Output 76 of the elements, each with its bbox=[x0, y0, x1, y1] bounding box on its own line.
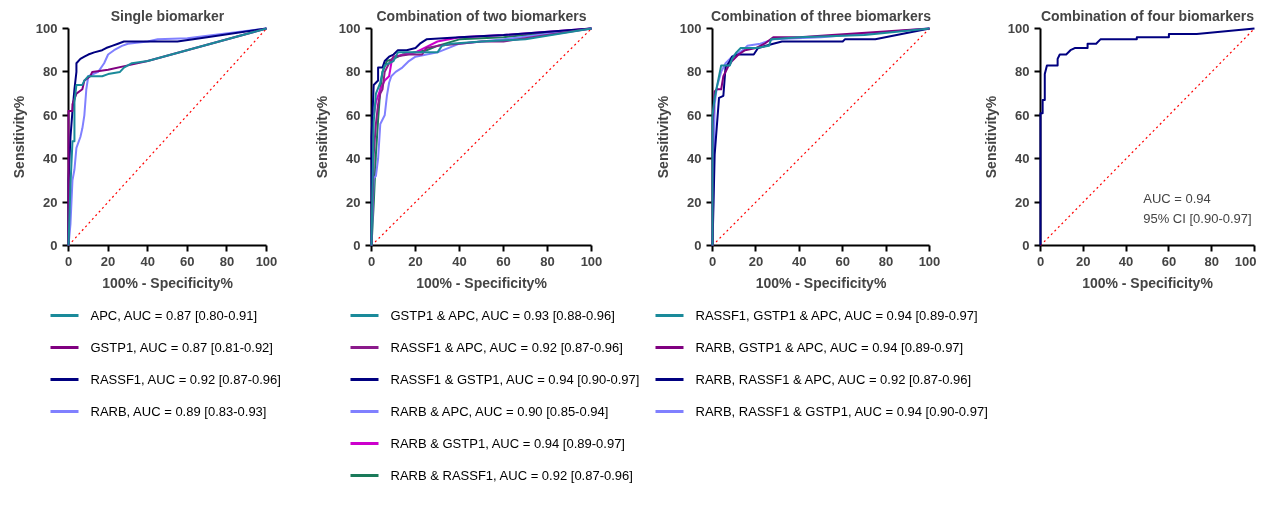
x-tick-label: 100 bbox=[255, 253, 278, 269]
y-tick-label: 60 bbox=[43, 107, 58, 123]
x-tick-label: 80 bbox=[1204, 253, 1219, 269]
legend-label: RARB & APC, AUC = 0.90 [0.85-0.94] bbox=[390, 404, 609, 419]
x-tick-label: 20 bbox=[408, 253, 423, 269]
chart-title: Combination of two biomarkers bbox=[376, 7, 587, 24]
legend-label: RASSF1, AUC = 0.92 [0.87-0.96] bbox=[90, 372, 281, 387]
annotation: AUC = 0.94 bbox=[1143, 191, 1211, 207]
y-axis-title: Sensitivity% bbox=[654, 95, 671, 179]
x-tick-label: 100 bbox=[580, 253, 603, 269]
y-tick-label: 40 bbox=[687, 151, 702, 167]
x-tick-label: 0 bbox=[708, 253, 717, 269]
x-tick-label: 40 bbox=[792, 253, 807, 269]
y-axis-title: Sensitivity% bbox=[982, 95, 999, 179]
x-tick-label: 20 bbox=[1076, 253, 1091, 269]
x-tick-label: 20 bbox=[100, 253, 116, 269]
x-tick-label: 40 bbox=[452, 253, 467, 269]
x-tick-label: 60 bbox=[496, 253, 511, 269]
y-axis-title: Sensitivity% bbox=[313, 95, 330, 179]
annotation: 95% CI [0.90-0.97] bbox=[1143, 210, 1252, 226]
legend-label: RARB, AUC = 0.89 [0.83-0.93] bbox=[90, 404, 267, 419]
x-tick-label: 0 bbox=[1036, 253, 1045, 269]
x-tick-label: 80 bbox=[878, 253, 894, 269]
y-tick-label: 40 bbox=[346, 151, 361, 167]
legend-label: RASSF1, GSTP1 & APC, AUC = 0.94 [0.89-0.97] bbox=[695, 308, 978, 323]
x-axis-title: 100% - Specificity% bbox=[102, 274, 234, 291]
legend-label: RARB, RASSF1 & APC, AUC = 0.92 [0.87-0.96] bbox=[695, 372, 972, 387]
x-axis-title: 100% - Specificity% bbox=[755, 274, 887, 291]
y-tick-label: 80 bbox=[687, 64, 702, 80]
y-tick-label: 0 bbox=[1022, 238, 1030, 253]
y-tick-label: 80 bbox=[1015, 64, 1030, 80]
y-tick-label: 80 bbox=[346, 64, 361, 80]
y-tick-label: 20 bbox=[346, 194, 361, 210]
x-tick-label: 80 bbox=[540, 253, 555, 269]
legend-label: GSTP1 & APC, AUC = 0.93 [0.88-0.96] bbox=[390, 308, 615, 323]
x-tick-label: 40 bbox=[140, 253, 155, 269]
x-tick-label: 60 bbox=[835, 253, 850, 269]
chart-title: Combination of three biomarkers bbox=[710, 7, 932, 24]
x-tick-label: 0 bbox=[367, 253, 376, 269]
y-tick-label: 20 bbox=[1015, 194, 1030, 210]
legend-label: RARB & GSTP1, AUC = 0.94 [0.89-0.97] bbox=[390, 436, 625, 451]
y-tick-label: 60 bbox=[346, 107, 361, 123]
y-tick-label: 100 bbox=[338, 21, 361, 36]
x-tick-label: 20 bbox=[748, 253, 764, 269]
x-tick-label: 60 bbox=[1161, 253, 1177, 269]
x-axis-title: 100% - Specificity% bbox=[416, 274, 548, 291]
chart-title: Combination of four biomarkers bbox=[1040, 7, 1255, 24]
y-tick-label: 40 bbox=[43, 151, 58, 167]
x-axis-title: 100% - Specificity% bbox=[1082, 274, 1214, 291]
y-tick-label: 60 bbox=[687, 107, 702, 123]
x-tick-label: 80 bbox=[219, 253, 235, 269]
y-tick-label: 20 bbox=[687, 194, 702, 210]
y-tick-label: 100 bbox=[35, 21, 58, 36]
x-tick-label: 60 bbox=[180, 253, 195, 269]
y-tick-label: 0 bbox=[353, 238, 361, 253]
legend-label: RARB, RASSF1 & GSTP1, AUC = 0.94 [0.90-0.97] bbox=[695, 404, 988, 419]
x-tick-label: 40 bbox=[1118, 253, 1134, 269]
x-tick-label: 0 bbox=[64, 253, 73, 269]
legend-label: RARB, GSTP1 & APC, AUC = 0.94 [0.89-0.97] bbox=[695, 340, 964, 355]
x-tick-label: 100 bbox=[1234, 253, 1257, 269]
y-tick-label: 0 bbox=[50, 238, 58, 253]
legend-label: RASSF1 & APC, AUC = 0.92 [0.87-0.96] bbox=[390, 340, 623, 355]
y-tick-label: 0 bbox=[694, 238, 702, 253]
y-tick-label: 80 bbox=[43, 64, 58, 80]
legend-label: RASSF1 & GSTP1, AUC = 0.94 [0.90-0.97] bbox=[390, 372, 640, 387]
y-tick-label: 100 bbox=[1007, 21, 1030, 36]
y-tick-label: 100 bbox=[679, 21, 702, 36]
legend-label: RARB & RASSF1, AUC = 0.92 [0.87-0.96] bbox=[390, 468, 633, 483]
y-tick-label: 20 bbox=[43, 194, 58, 210]
y-tick-label: 60 bbox=[1015, 107, 1030, 123]
y-tick-label: 40 bbox=[1015, 151, 1030, 167]
x-tick-label: 100 bbox=[918, 253, 941, 269]
y-axis-title: Sensitivity% bbox=[10, 95, 27, 179]
legend-label: GSTP1, AUC = 0.87 [0.81-0.92] bbox=[90, 340, 273, 355]
legend-label: APC, AUC = 0.87 [0.80-0.91] bbox=[90, 308, 258, 323]
chart-title: Single biomarker bbox=[110, 7, 225, 24]
